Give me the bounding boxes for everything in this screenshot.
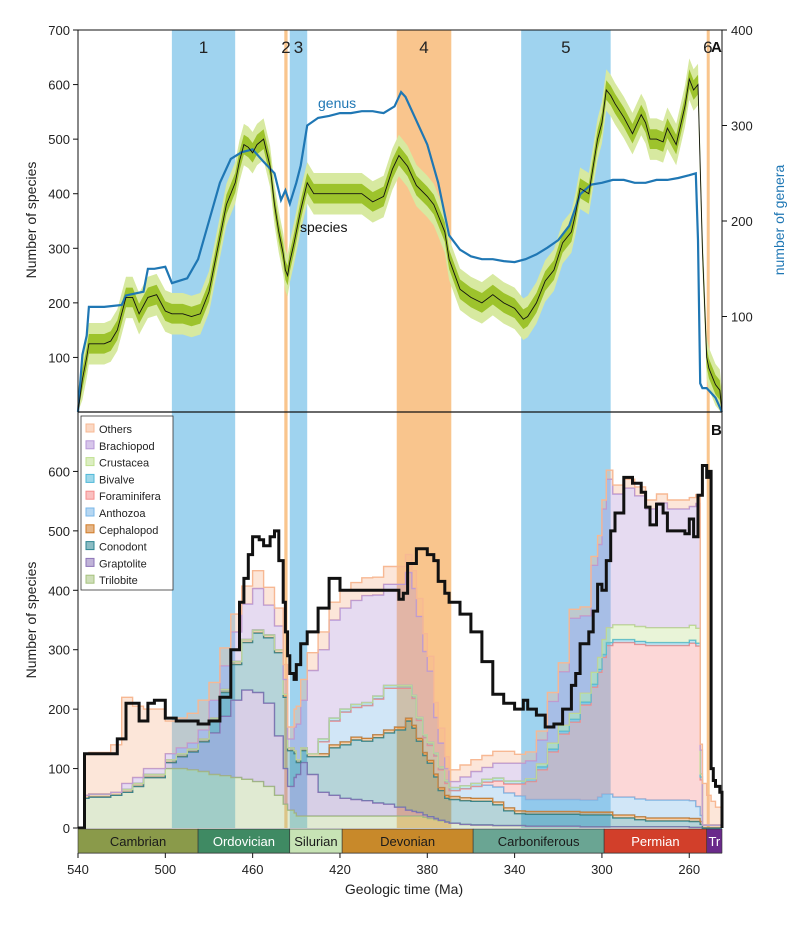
axes: 100 200 300 400 500 600 700 100 200 300 400 0 100 200… [48, 23, 752, 877]
panel-b-y-tick-label: 500 [48, 524, 70, 539]
period-label-cambrian: Cambrian [110, 834, 166, 849]
legend-swatch-foraminifera [85, 490, 95, 500]
panel-a-y2-tick-label: 300 [731, 119, 753, 134]
panel-b-y-tick-label: 0 [63, 821, 70, 836]
panel-b-y-tick-label: 100 [48, 762, 70, 777]
panel-b-y-tick-label: 300 [48, 643, 70, 658]
area-anthozoa [78, 630, 722, 828]
panel-a-y-tick-label: 200 [48, 296, 70, 311]
genus-line [76, 90, 723, 413]
panel-a-y2-tick-label: 100 [731, 310, 753, 325]
period-silurian [289, 828, 343, 854]
panel-b-label: B [711, 422, 722, 439]
legend-label-bivalve: Bivalve [99, 474, 134, 486]
area-edge-brachiopod [78, 478, 722, 829]
period-tr [706, 828, 723, 854]
period-label-tr: Tr [708, 834, 720, 849]
panel-b-y-tick-label: 200 [48, 702, 70, 717]
panel-b-y-tick-label: 600 [48, 464, 70, 479]
x-tick-label: 460 [242, 862, 264, 877]
interval-label-5: 5 [561, 38, 570, 57]
legend-label-cephalopod: Cephalopod [99, 525, 158, 537]
panel-a-lines [76, 77, 723, 413]
x-tick-label: 300 [591, 862, 613, 877]
legend-box [80, 415, 174, 591]
x-tick-label: 420 [329, 862, 351, 877]
interval-band-1 [171, 30, 236, 828]
total-species-line [78, 464, 724, 830]
legend-swatch-brachiopod [85, 440, 95, 450]
panel-a-y-tick-label: 700 [48, 23, 70, 38]
area-trilobite [78, 768, 722, 828]
x-axis-label: Geologic time (Ma) [345, 881, 463, 897]
legend-label-graptolite: Graptolite [99, 558, 147, 570]
legend-label-conodont: Conodont [99, 542, 147, 554]
interval-label-6: 6 [703, 38, 712, 57]
panel-a-label: A [711, 39, 722, 56]
panel-a-y-tick-label: 400 [48, 187, 70, 202]
period-carboniferous [472, 828, 605, 854]
legend-swatch-trilobite [85, 574, 95, 584]
geologic-timescale: Cambrian Ordovician Silurian Devonian Carbon… [77, 828, 723, 854]
legend-label-foraminifera: Foraminifera [99, 491, 162, 503]
panel-a-y2-axis-label: number of genera [771, 165, 787, 276]
panel-b-total-outline [78, 464, 724, 830]
period-label-permian: Permian [631, 834, 679, 849]
legend-swatch-others [85, 423, 95, 433]
legend-label-trilobite: Trilobite [99, 575, 138, 587]
species-annotation: species [300, 219, 347, 235]
panel-a-y-tick-label: 500 [48, 132, 70, 147]
legend-label-anthozoa: Anthozoa [99, 508, 146, 520]
x-tick-label: 540 [67, 862, 89, 877]
legend-swatch-conodont [85, 541, 95, 551]
x-tick-label: 260 [678, 862, 700, 877]
legend-swatch-crustacea [85, 457, 95, 467]
panel-a-y-tick-label: 300 [48, 241, 70, 256]
panel-a-y2-tick-label: 200 [731, 214, 753, 229]
period-cambrian [77, 828, 199, 854]
interval-label-4: 4 [419, 38, 428, 57]
area-foraminifera [78, 630, 722, 828]
area-graptolite [78, 690, 722, 828]
legend: Others Brachiopod Crustacea Bivalve Foramini… [80, 415, 174, 591]
interval-band-6 [706, 30, 710, 828]
period-label-silurian: Silurian [294, 834, 337, 849]
legend-swatch-bivalve [85, 473, 95, 483]
species-line [77, 77, 723, 413]
area-edge-conodont [78, 632, 722, 829]
x-tick-label: 380 [416, 862, 438, 877]
period-permian [603, 828, 708, 854]
area-cephalopod [78, 630, 722, 828]
period-label-carboniferous: Carboniferous [498, 834, 580, 849]
interval-label-3: 3 [294, 38, 303, 57]
area-edge-others [78, 469, 723, 829]
panel-b-y-tick-label: 400 [48, 583, 70, 598]
legend-label-others: Others [99, 424, 133, 436]
species-envelope-outer [78, 58, 722, 413]
period-label-ordovician: Ordovician [213, 834, 275, 849]
interval-band-2 [284, 30, 288, 828]
interval-label-1: 1 [199, 38, 208, 57]
genus-annotation: genus [318, 95, 356, 111]
legend-swatch-anthozoa [85, 507, 95, 517]
legend-swatch-cephalopod [85, 524, 95, 534]
panel-b-y-axis-label: Number of species [23, 562, 39, 679]
interval-label-2: 2 [281, 38, 290, 57]
panel-a-y-tick-label: 600 [48, 78, 70, 93]
panel-a-y-tick-label: 100 [48, 350, 70, 365]
panel-a-y2-tick-label: 400 [731, 23, 753, 38]
legend-label-brachiopod: Brachiopod [99, 441, 155, 453]
x-tick-label: 500 [154, 862, 176, 877]
period-label-devonian: Devonian [380, 834, 435, 849]
legend-label-crustacea: Crustacea [99, 458, 150, 470]
x-tick-label: 340 [504, 862, 526, 877]
area-brachiopod [78, 479, 722, 828]
panel-a-y-axis-label: Number of species [23, 162, 39, 279]
panel-b-stacked-areas [78, 469, 723, 829]
legend-swatch-graptolite [85, 557, 95, 567]
